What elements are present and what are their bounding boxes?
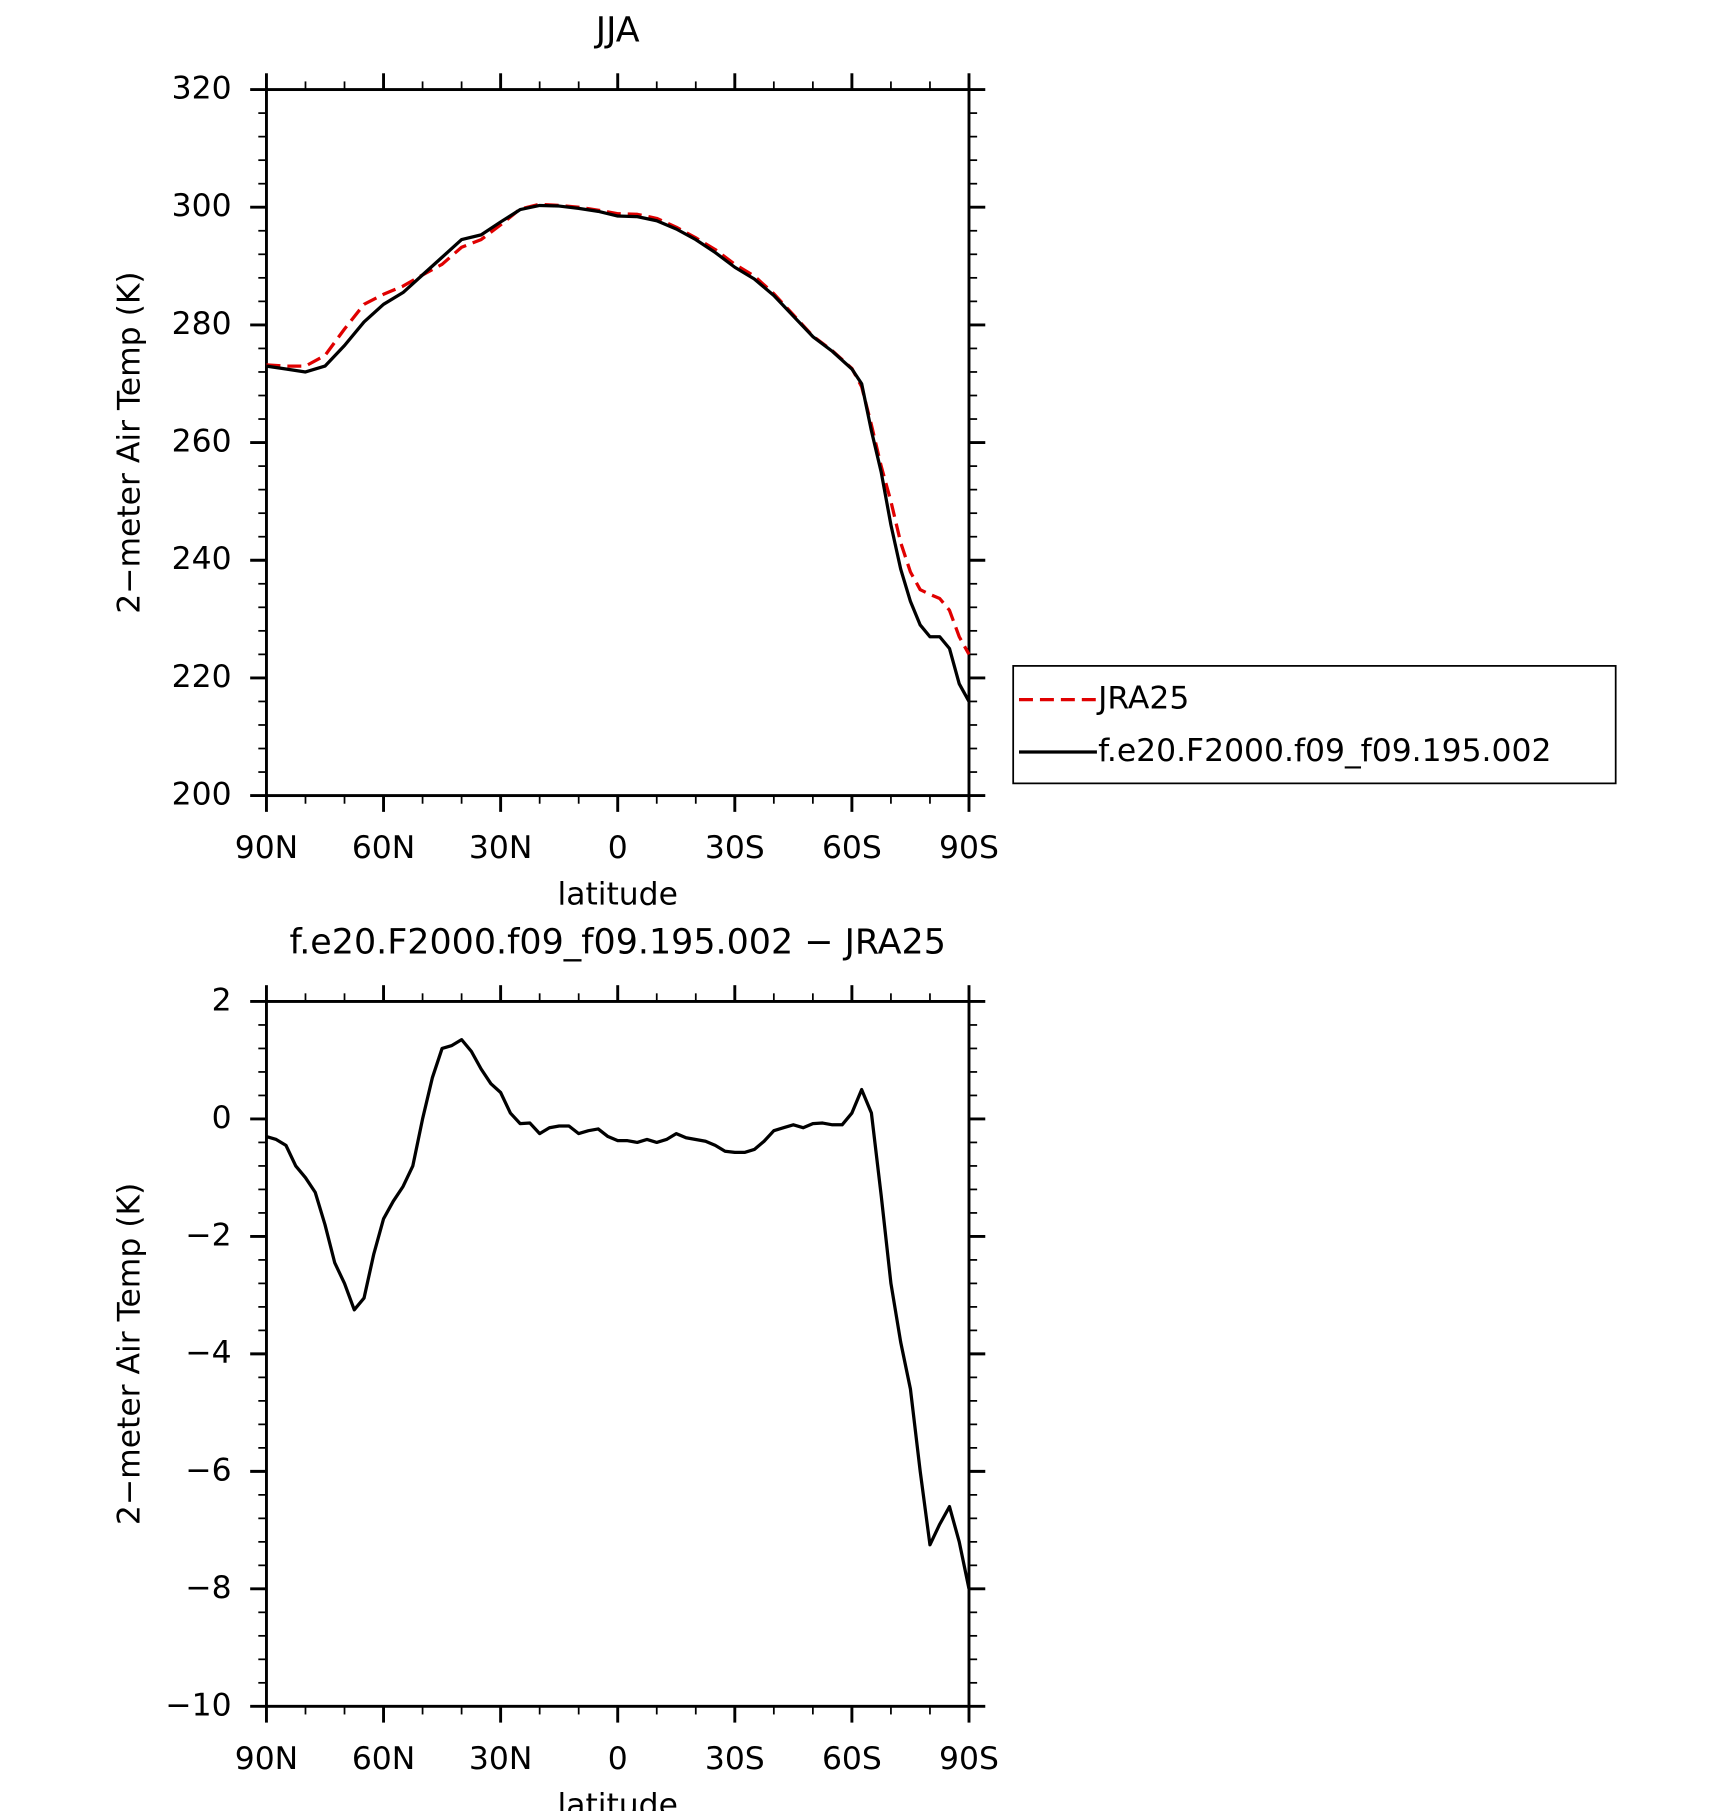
x-axis-label: latitude — [558, 877, 678, 913]
y-tick-label: 260 — [172, 424, 232, 460]
legend-label: JRA25 — [1096, 681, 1189, 717]
y-tick-label: 0 — [212, 1100, 232, 1136]
y-tick-label: 200 — [172, 777, 232, 813]
y-tick-label: 240 — [172, 541, 232, 577]
x-tick-label: 0 — [608, 830, 628, 866]
y-tick-label: −8 — [185, 1570, 231, 1606]
y-axis-label: 2−meter Air Temp (K) — [111, 271, 147, 613]
y-tick-label: −2 — [185, 1217, 231, 1253]
x-tick-label: 60S — [822, 830, 882, 866]
data-line — [266, 202, 971, 656]
x-tick-label: 60N — [352, 1741, 415, 1777]
x-tick-label: 60N — [352, 830, 415, 866]
x-tick-label: 90S — [939, 830, 999, 866]
x-axis-label: latitude — [558, 1787, 678, 1811]
y-tick-label: −4 — [185, 1335, 231, 1371]
x-tick-label: 60S — [822, 1741, 882, 1777]
y-tick-label: 220 — [172, 659, 232, 695]
x-tick-label: 90N — [235, 1741, 298, 1777]
legend-label: f.e20.F2000.f09_f09.195.002 — [1098, 733, 1551, 769]
x-tick-label: 30S — [705, 830, 765, 866]
y-tick-label: −6 — [185, 1452, 231, 1488]
x-tick-label: 30N — [469, 830, 532, 866]
x-tick-label: 30S — [705, 1741, 765, 1777]
y-tick-label: 2 — [212, 982, 232, 1018]
chart-title: JJA — [594, 10, 640, 50]
x-tick-label: 30N — [469, 1741, 532, 1777]
y-tick-label: 280 — [172, 306, 232, 342]
x-tick-label: 90S — [939, 1741, 999, 1777]
y-axis-label: 2−meter Air Temp (K) — [111, 1183, 147, 1525]
plot-frame — [265, 88, 971, 798]
data-line — [266, 203, 971, 703]
x-tick-label: 0 — [608, 1741, 628, 1777]
y-tick-label: 320 — [172, 71, 232, 107]
plot-frame — [265, 1000, 971, 1708]
x-tick-label: 90N — [235, 830, 298, 866]
data-line — [265, 1038, 971, 1590]
y-tick-label: −10 — [165, 1687, 231, 1723]
y-tick-label: 300 — [172, 188, 232, 224]
chart-title: f.e20.F2000.f09_f09.195.002 − JRA25 — [290, 922, 946, 962]
legend-box — [1012, 665, 1617, 785]
